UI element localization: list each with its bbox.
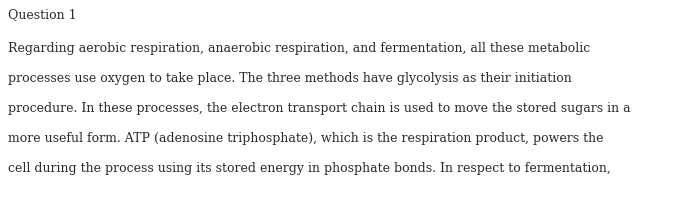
- Text: processes use oxygen to take place. The three methods have glycolysis as their i: processes use oxygen to take place. The …: [8, 72, 572, 85]
- Text: Regarding aerobic respiration, anaerobic respiration, and fermentation, all thes: Regarding aerobic respiration, anaerobic…: [8, 42, 590, 55]
- Text: more useful form. ATP (adenosine triphosphate), which is the respiration product: more useful form. ATP (adenosine triphos…: [8, 132, 603, 145]
- Text: procedure. In these processes, the electron transport chain is used to move the : procedure. In these processes, the elect…: [8, 102, 631, 115]
- Text: Question 1: Question 1: [8, 8, 77, 21]
- Text: cell during the process using its stored energy in phosphate bonds. In respect t: cell during the process using its stored…: [8, 162, 611, 175]
